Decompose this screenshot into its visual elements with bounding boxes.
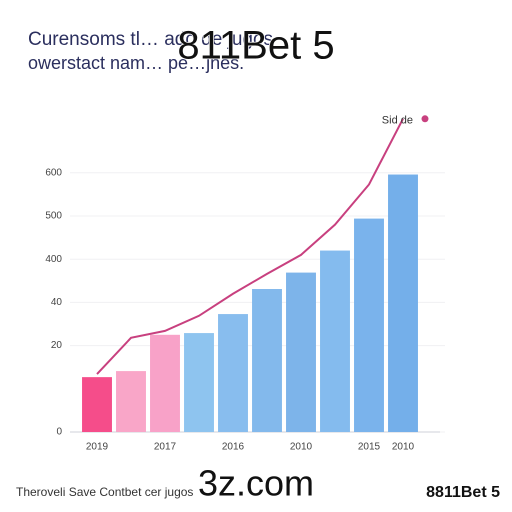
y-tick-label: 500: [45, 211, 62, 222]
footer-bar: [0, 476, 512, 512]
bar: [218, 314, 248, 432]
x-tick-label: 2010: [290, 442, 313, 453]
watermark: 3z.com: [198, 463, 314, 504]
y-tick-label: 40: [51, 297, 63, 308]
y-tick-label: 400: [45, 254, 62, 265]
bar: [116, 371, 146, 432]
bar: [354, 218, 384, 432]
bar: [82, 377, 112, 432]
x-tick-label: 2010: [392, 442, 415, 453]
footer-brand: 8811Bet 5: [426, 484, 500, 501]
bar: [184, 333, 214, 432]
footer-text: Theroveli Save Contbet cer jugos: [16, 485, 193, 499]
bar: [320, 250, 350, 432]
bar: [286, 272, 316, 432]
x-tick-label: 2019: [86, 442, 109, 453]
line-end-marker: [421, 115, 429, 123]
chart-subtitle: owerstact nam… pe…jnes.: [28, 53, 244, 73]
bar: [252, 289, 282, 432]
bar: [150, 334, 180, 432]
x-tick-label: 2015: [358, 442, 381, 453]
x-tick-label: 2016: [222, 442, 245, 453]
y-tick-label: 0: [56, 427, 62, 438]
bar: [388, 174, 418, 432]
watermark: 811Bet 5: [177, 24, 334, 68]
chart-title: Curensoms tl… ado de jugos: [28, 29, 273, 50]
y-tick-label: 600: [45, 167, 62, 178]
line: [96, 118, 404, 375]
y-tick-label: 20: [51, 340, 63, 351]
line-label: Sid de: [382, 115, 413, 127]
x-tick-label: 2017: [154, 442, 177, 453]
